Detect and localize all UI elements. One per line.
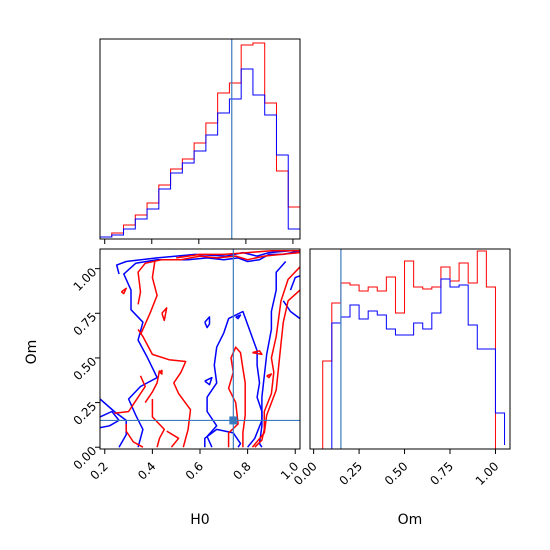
contour-red [125,424,144,448]
h0-histograms [99,42,301,239]
contour-red [159,369,163,375]
contour-blue [204,428,242,448]
contour-blue [204,316,211,329]
x-axis-label-h0: H0 [190,512,209,528]
contour-red [139,261,158,336]
om-marginal-frame [309,248,511,450]
contour-red [166,430,180,448]
om-histogram-red [313,250,505,450]
contour-red [144,370,161,404]
x-axis-label-om: Om [398,512,423,528]
y-axis-label-om: Om [24,340,40,365]
contour-blue [282,300,300,320]
contour-blue [206,310,263,448]
om-histograms [313,250,506,450]
contour-blue [235,314,242,320]
contour-red [176,250,300,259]
contour-red [137,258,169,305]
om-histogram-blue [313,278,506,450]
contour-red [266,373,273,379]
h0-marginal-panel [99,38,301,244]
contour-red [151,399,166,448]
h0-histogram-blue [99,68,301,239]
contour-blue [115,250,291,275]
contour-blue [123,250,300,448]
contour-blue [289,275,300,291]
joint-truth-point [229,416,238,425]
h0-marginal-ticks [104,239,294,244]
contour-red [114,375,146,415]
contour-red [164,251,300,261]
h0-marginal-frame [99,38,301,240]
contour-red [161,307,168,322]
joint-contours [100,250,300,448]
h0-histogram-red [99,42,301,239]
contour-blue [204,376,213,386]
contour-red [251,289,300,448]
contour-red [137,328,192,448]
contour-red [252,350,263,356]
contour-red [120,287,127,295]
contour-blue [247,261,287,448]
